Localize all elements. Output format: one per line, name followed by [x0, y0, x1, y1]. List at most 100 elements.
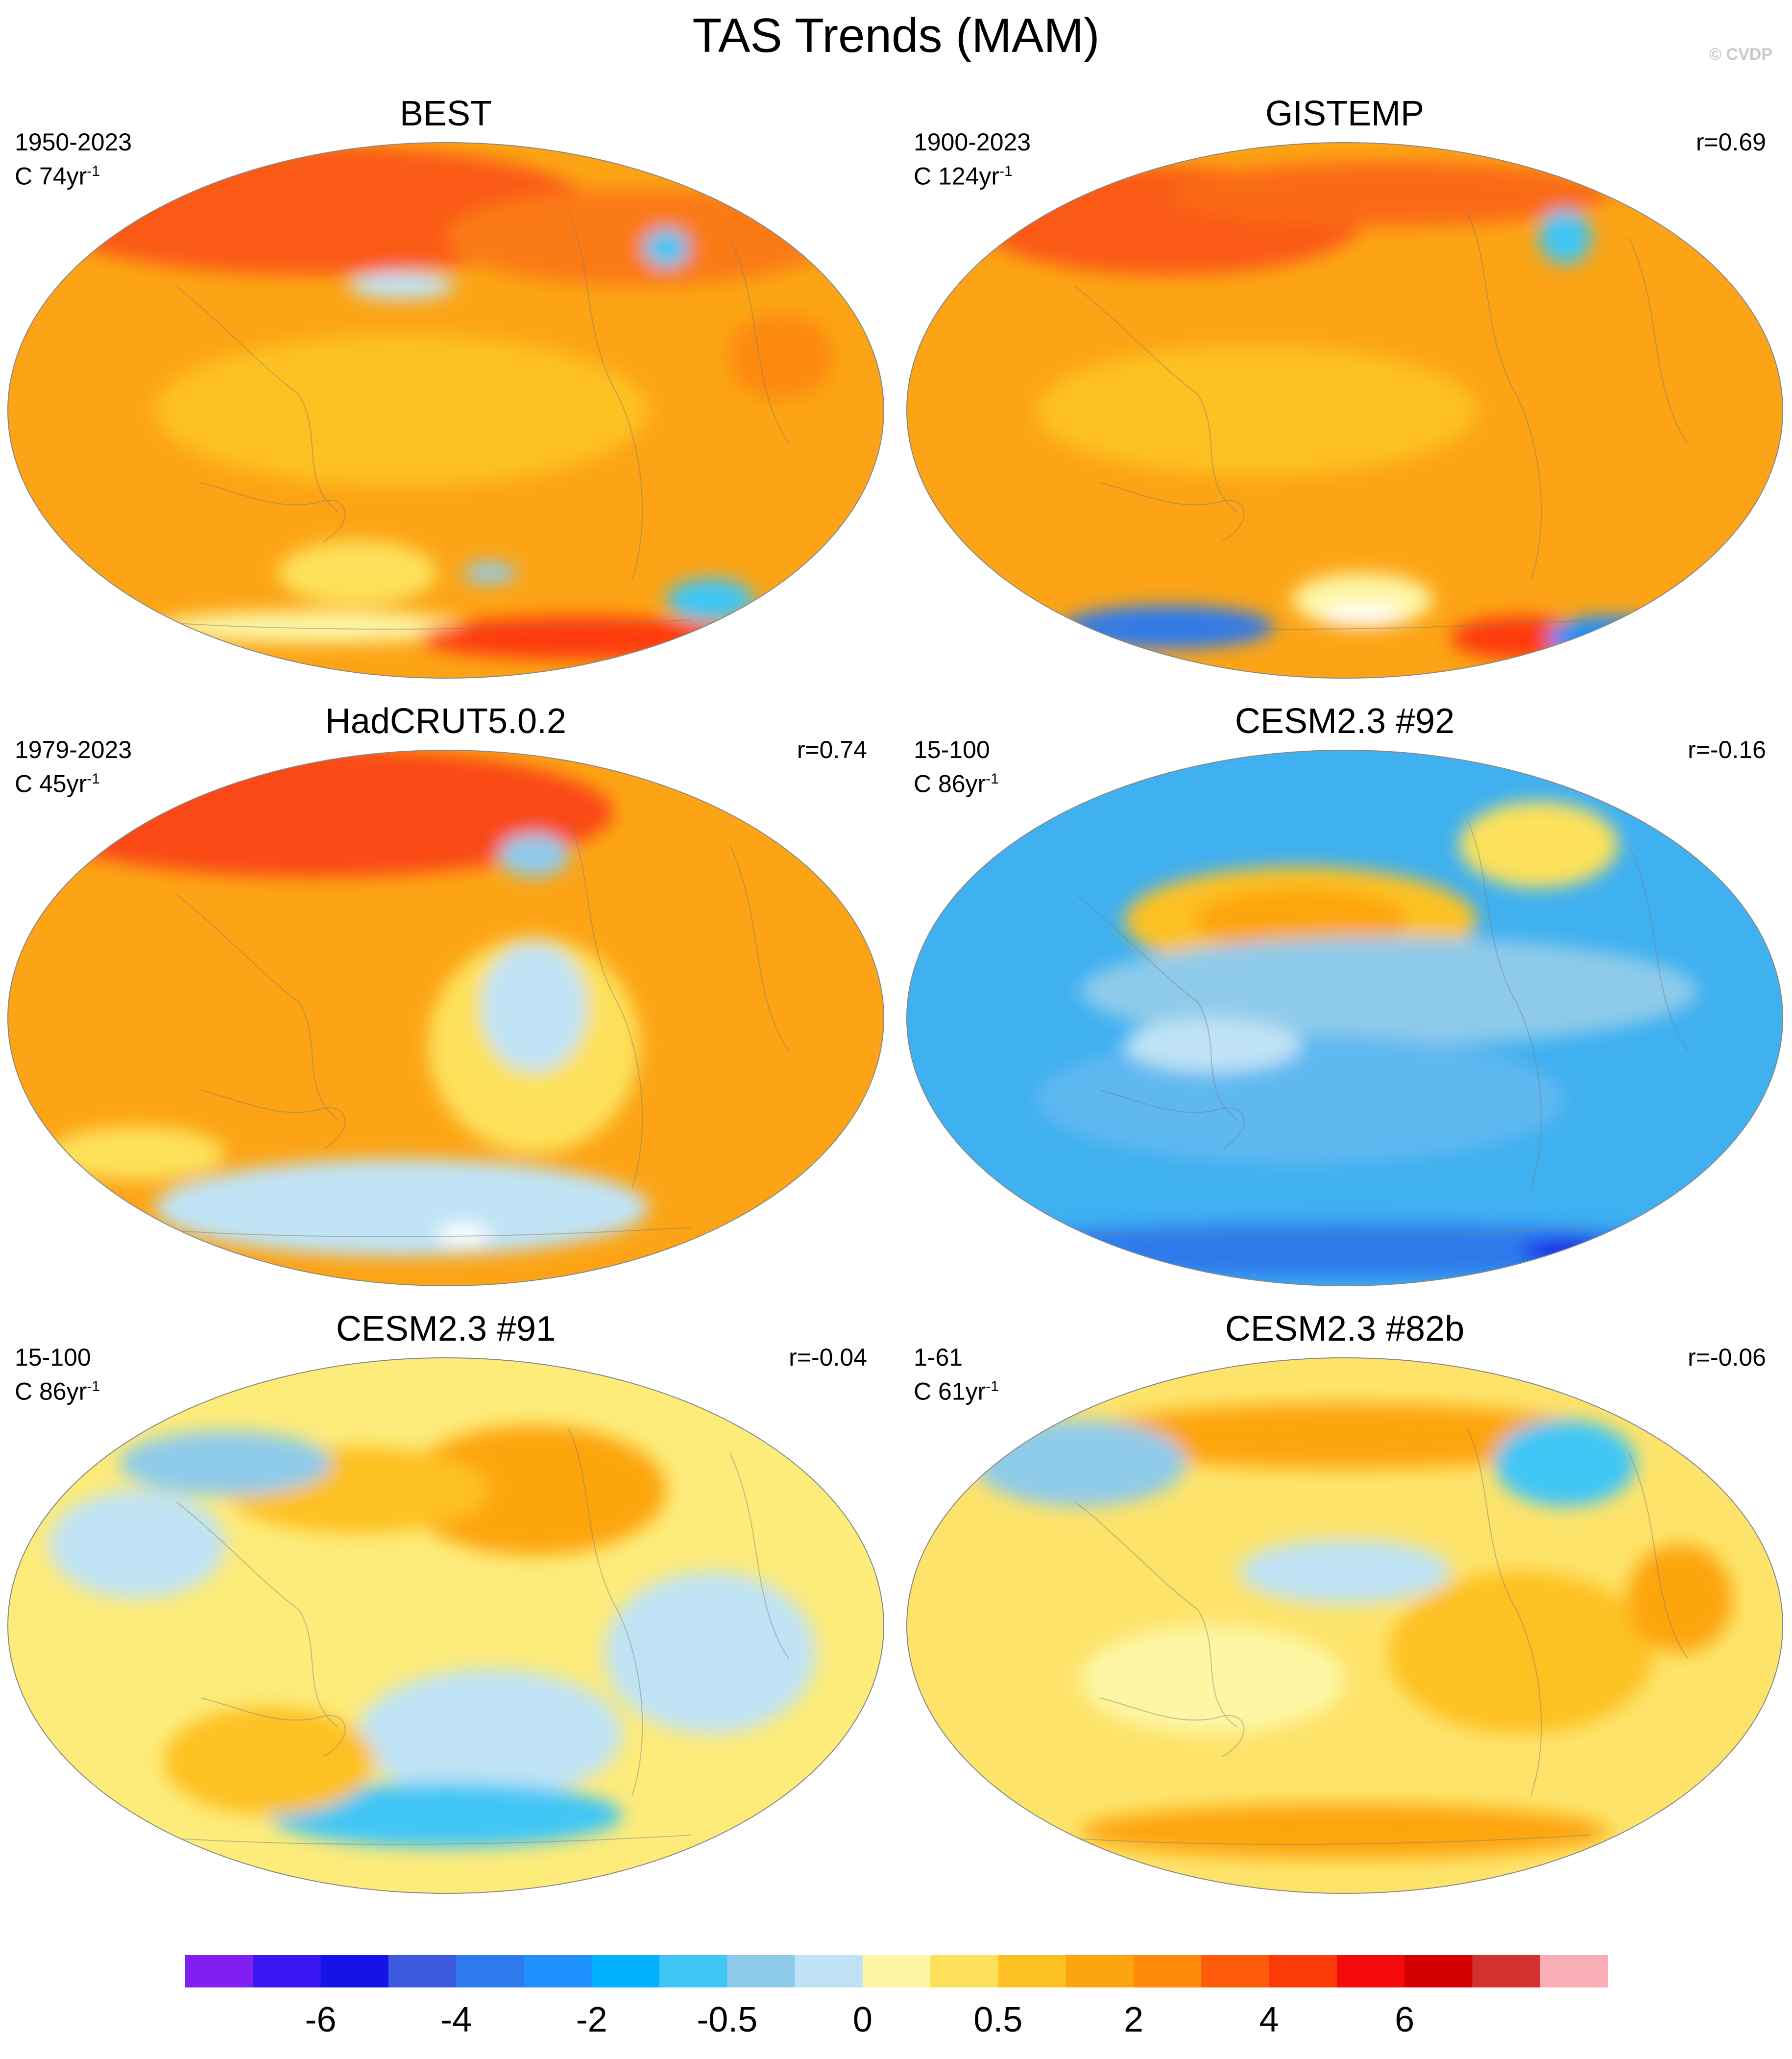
- trend-region: [974, 1420, 1186, 1507]
- colorbar-swatch: [727, 1955, 796, 1987]
- pattern-correlation: r=-0.16: [1688, 736, 1766, 763]
- trend-units-text: C 124yr: [914, 162, 1000, 190]
- colorbar-swatch: [185, 1955, 253, 1987]
- trend-units-exponent: -1: [87, 1378, 100, 1395]
- period-label: 1-61: [914, 1344, 963, 1371]
- trend-region: [155, 611, 472, 643]
- trend-units-exponent: -1: [87, 771, 100, 787]
- colorbar-swatch: [1134, 1955, 1202, 1987]
- trend-units-exponent: -1: [999, 163, 1013, 179]
- map-panel: CESM2.3 #92 15-100 C 86yr-1 r=-0.16: [904, 701, 1786, 1289]
- panel-title: CESM2.3 #82b: [1225, 1309, 1465, 1348]
- panel-info: 1900-2023 C 124yr-1: [914, 127, 1031, 191]
- trend-region: [437, 1224, 490, 1246]
- map-panel: GISTEMP 1900-2023 C 124yr-1 r=0.69: [904, 93, 1786, 681]
- trend-units-label: C 86yr-1: [914, 764, 999, 799]
- colorbar-swatch: [1540, 1955, 1608, 1987]
- trend-region: [1459, 801, 1618, 888]
- trend-units-exponent: -1: [986, 1378, 999, 1395]
- trend-region: [278, 540, 437, 606]
- period-label: 1950-2023: [15, 128, 132, 156]
- trend-region: [1168, 161, 1609, 226]
- trend-region: [358, 1668, 622, 1799]
- colorbar-tick-label: 2: [1124, 2000, 1143, 2039]
- trend-region: [1195, 888, 1406, 953]
- map-panel: CESM2.3 #82b 1-61 C 61yr-1 r=-0.06: [904, 1308, 1786, 1896]
- trend-region: [1627, 1544, 1733, 1653]
- colorbar-tick-label: -6: [305, 2000, 337, 2039]
- period-label: 15-100: [15, 1344, 91, 1371]
- period-label: 15-100: [914, 736, 990, 763]
- colorbar-swatch: [456, 1955, 524, 1987]
- colorbar-tick-label: 0.5: [973, 2000, 1022, 2039]
- map-border: [906, 142, 1783, 679]
- trend-units-label: C 61yr-1: [914, 1372, 999, 1406]
- trend-units-text: C 61yr: [914, 1377, 986, 1405]
- trend-region: [1318, 605, 1406, 627]
- colorbar-swatch: [1201, 1955, 1270, 1987]
- colorbar-tick-label: 6: [1395, 2000, 1414, 2039]
- colorbar-swatch: [862, 1955, 931, 1987]
- trend-region: [1063, 605, 1274, 649]
- trend-units-label: C 74yr-1: [15, 157, 132, 191]
- panel-title: HadCRUT5.0.2: [325, 702, 567, 741]
- period-label: 1979-2023: [15, 736, 132, 763]
- period-label: 1900-2023: [914, 128, 1031, 156]
- trend-map: [7, 1357, 884, 1894]
- colorbar-swatch: [1066, 1955, 1134, 1987]
- map-border: [906, 1357, 1783, 1894]
- panel-title: BEST: [399, 94, 492, 133]
- trend-region: [463, 562, 516, 584]
- trend-region: [728, 313, 834, 400]
- colorbar-swatch: [930, 1955, 998, 1987]
- panel-info: 1979-2023 C 45yr-1: [15, 735, 132, 799]
- trend-units-text: C 86yr: [15, 1377, 87, 1405]
- colorbar-tick-label: 4: [1259, 2000, 1279, 2039]
- map-panel: HadCRUT5.0.2 1979-2023 C 45yr-1 r=0.74: [5, 701, 887, 1289]
- pattern-correlation: r=-0.04: [789, 1344, 867, 1371]
- trend-region: [1548, 616, 1671, 660]
- trend-region: [644, 229, 688, 267]
- colorbar-swatch: [320, 1955, 389, 1987]
- colorbar-swatch: [1269, 1955, 1337, 1987]
- map-panel: CESM2.3 #91 15-100 C 86yr-1 r=-0.04: [5, 1308, 887, 1896]
- trend-region: [1080, 1403, 1609, 1469]
- map-panel: BEST 1950-2023 C 74yr-1: [5, 93, 887, 681]
- trend-region: [120, 1430, 331, 1496]
- trend-region: [155, 334, 649, 487]
- trend-units-text: C 86yr: [914, 770, 986, 798]
- coastline-outline: [127, 820, 789, 1237]
- trend-units-exponent: -1: [87, 163, 100, 179]
- coastline-outline: [127, 1428, 789, 1845]
- trend-region: [1389, 1571, 1653, 1734]
- panel-info: 15-100 C 86yr-1: [15, 1343, 100, 1406]
- trend-region: [1521, 1240, 1609, 1262]
- colorbar-tick-label: -2: [576, 2000, 607, 2039]
- trend-region: [948, 1224, 1742, 1278]
- colorbar: -6 -4 -2 -0.5 0 0.5 2 4 6: [185, 1955, 1608, 2039]
- trend-region: [481, 942, 587, 1072]
- coastline-outline: [127, 213, 789, 630]
- trend-map: [906, 142, 1783, 679]
- panel-title: CESM2.3 #91: [336, 1309, 556, 1348]
- colorbar-swatch: [1336, 1955, 1405, 1987]
- colorbar-swatch: [659, 1955, 727, 1987]
- trend-region: [1080, 936, 1697, 1045]
- panel-info: 1-61 C 61yr-1: [914, 1343, 999, 1406]
- trend-region: [1239, 1539, 1451, 1604]
- trend-map: [906, 750, 1783, 1286]
- trend-region: [1080, 1804, 1609, 1859]
- trend-region: [499, 833, 569, 878]
- map-border: [7, 142, 884, 679]
- trend-units-text: C 74yr: [15, 162, 87, 190]
- trend-region: [155, 1158, 649, 1256]
- pattern-correlation: r=-0.06: [1688, 1344, 1766, 1371]
- colorbar-swatch: [795, 1955, 863, 1987]
- trend-region: [49, 1126, 225, 1180]
- trend-region: [402, 1425, 666, 1555]
- coastline-outline: [1026, 213, 1688, 630]
- trend-units-text: C 45yr: [15, 770, 87, 798]
- pattern-correlation: r=0.69: [1695, 128, 1766, 156]
- trend-region: [1036, 1034, 1565, 1164]
- colorbar-swatch: [998, 1955, 1066, 1987]
